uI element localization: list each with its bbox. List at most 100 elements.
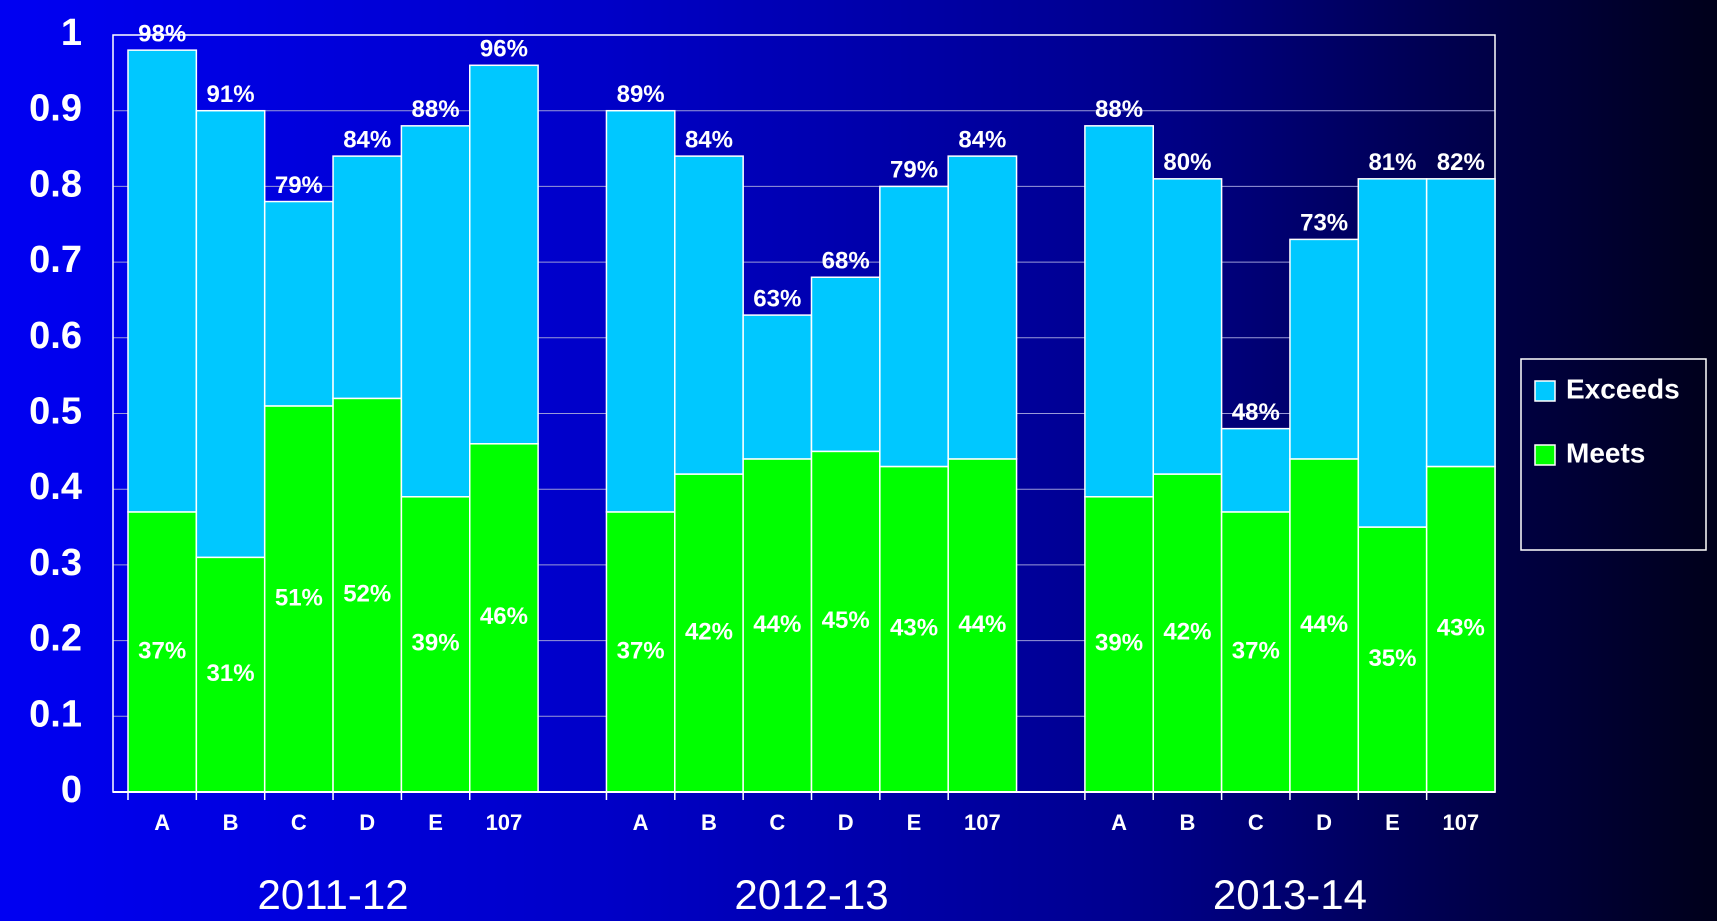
bar-segment [1084, 496, 1155, 793]
bar-segment [1357, 526, 1428, 793]
bar-segment [810, 276, 881, 453]
x-tick-label: 107 [1442, 810, 1479, 835]
bar-segment [1152, 178, 1223, 475]
bar-segment [263, 405, 334, 793]
group-label: 2013-14 [1213, 871, 1367, 918]
y-tick-label: 0.1 [29, 693, 82, 735]
total-label: 79% [890, 157, 938, 184]
bar-segment [263, 200, 334, 407]
bar-segment [605, 511, 676, 793]
x-tick-label: C [1248, 810, 1264, 835]
total-label: 96% [480, 36, 528, 63]
bar-segment [1084, 125, 1155, 498]
y-tick-label: 1 [61, 12, 82, 54]
bar-segment [1357, 178, 1428, 528]
value-label: 42% [1163, 618, 1211, 645]
bar-segment [1220, 427, 1291, 513]
bar-segment [469, 64, 539, 445]
value-label: 46% [480, 603, 528, 630]
bar-segment [947, 155, 1018, 460]
value-label: 42% [685, 618, 733, 645]
x-tick-label: E [428, 810, 443, 835]
value-label: 51% [275, 584, 323, 611]
value-label: 44% [1300, 611, 1348, 638]
y-tick-label: 0.4 [29, 466, 82, 508]
y-tick-label: 0.9 [29, 88, 82, 130]
total-label: 81% [1368, 149, 1416, 176]
x-tick-label: D [1316, 810, 1332, 835]
bar-segment [742, 314, 813, 460]
total-label: 91% [207, 81, 255, 108]
bar-segment [879, 465, 949, 793]
bar-segment [674, 473, 744, 793]
bar-segment [1425, 178, 1496, 468]
bar-segment [332, 397, 403, 793]
y-tick-label: 0.2 [29, 618, 82, 660]
legend-box [1520, 358, 1707, 551]
value-label: 52% [343, 581, 391, 608]
total-label: 68% [822, 248, 870, 275]
bar-segment [195, 109, 266, 559]
legend-swatch [1534, 444, 1556, 466]
value-label: 43% [890, 615, 938, 642]
total-label: 84% [343, 126, 391, 153]
group-label: 2012-13 [734, 871, 888, 918]
legend-label: Exceeds [1566, 373, 1680, 404]
group-label: 2011-12 [258, 871, 409, 918]
x-tick-label: A [1111, 810, 1127, 835]
x-tick-label: 107 [964, 810, 1001, 835]
x-tick-label: B [701, 810, 717, 835]
bar-segment [1289, 458, 1360, 793]
x-tick-label: E [1385, 810, 1400, 835]
x-tick-label: E [907, 810, 922, 835]
total-label: 48% [1232, 399, 1280, 426]
bar-segment [332, 155, 403, 400]
y-tick-label: 0.6 [29, 315, 82, 357]
value-label: 31% [207, 660, 255, 687]
total-label: 98% [138, 20, 186, 47]
value-label: 45% [822, 607, 870, 634]
value-label: 37% [138, 637, 186, 664]
total-label: 84% [958, 126, 1006, 153]
value-label: 39% [1095, 630, 1143, 657]
x-tick-label: B [1179, 810, 1195, 835]
bar-segment [1152, 473, 1223, 793]
x-tick-label: D [359, 810, 375, 835]
total-label: 88% [1095, 96, 1143, 123]
bar-segment [127, 49, 198, 513]
value-label: 39% [412, 630, 460, 657]
bar-segment [605, 109, 676, 513]
bar-segment [947, 458, 1018, 793]
bar-segment [1220, 511, 1291, 793]
bar-segment [674, 155, 744, 475]
total-label: 80% [1163, 149, 1211, 176]
total-label: 73% [1300, 210, 1348, 237]
value-label: 37% [1232, 637, 1280, 664]
total-label: 79% [275, 172, 323, 199]
y-tick-label: 0.8 [29, 163, 82, 205]
total-label: 84% [685, 126, 733, 153]
bar-segment [1425, 465, 1496, 793]
bar-segment [1289, 238, 1360, 460]
x-tick-label: B [223, 810, 239, 835]
bar-segment [127, 511, 198, 793]
legend-label: Meets [1566, 437, 1645, 468]
x-tick-label: D [838, 810, 854, 835]
x-tick-label: 107 [486, 810, 523, 835]
total-label: 88% [412, 96, 460, 123]
bar-segment [400, 125, 471, 498]
bar-segment [742, 458, 813, 793]
x-tick-label: A [633, 810, 649, 835]
total-label: 89% [617, 81, 665, 108]
legend-swatch [1534, 380, 1556, 402]
bar-segment [879, 185, 949, 468]
total-label: 82% [1437, 149, 1485, 176]
total-label: 63% [753, 285, 801, 312]
y-tick-label: 0 [61, 769, 82, 811]
bar-segment [469, 443, 539, 793]
value-label: 43% [1437, 615, 1485, 642]
x-tick-label: C [769, 810, 785, 835]
value-label: 37% [617, 637, 665, 664]
value-label: 44% [958, 611, 1006, 638]
